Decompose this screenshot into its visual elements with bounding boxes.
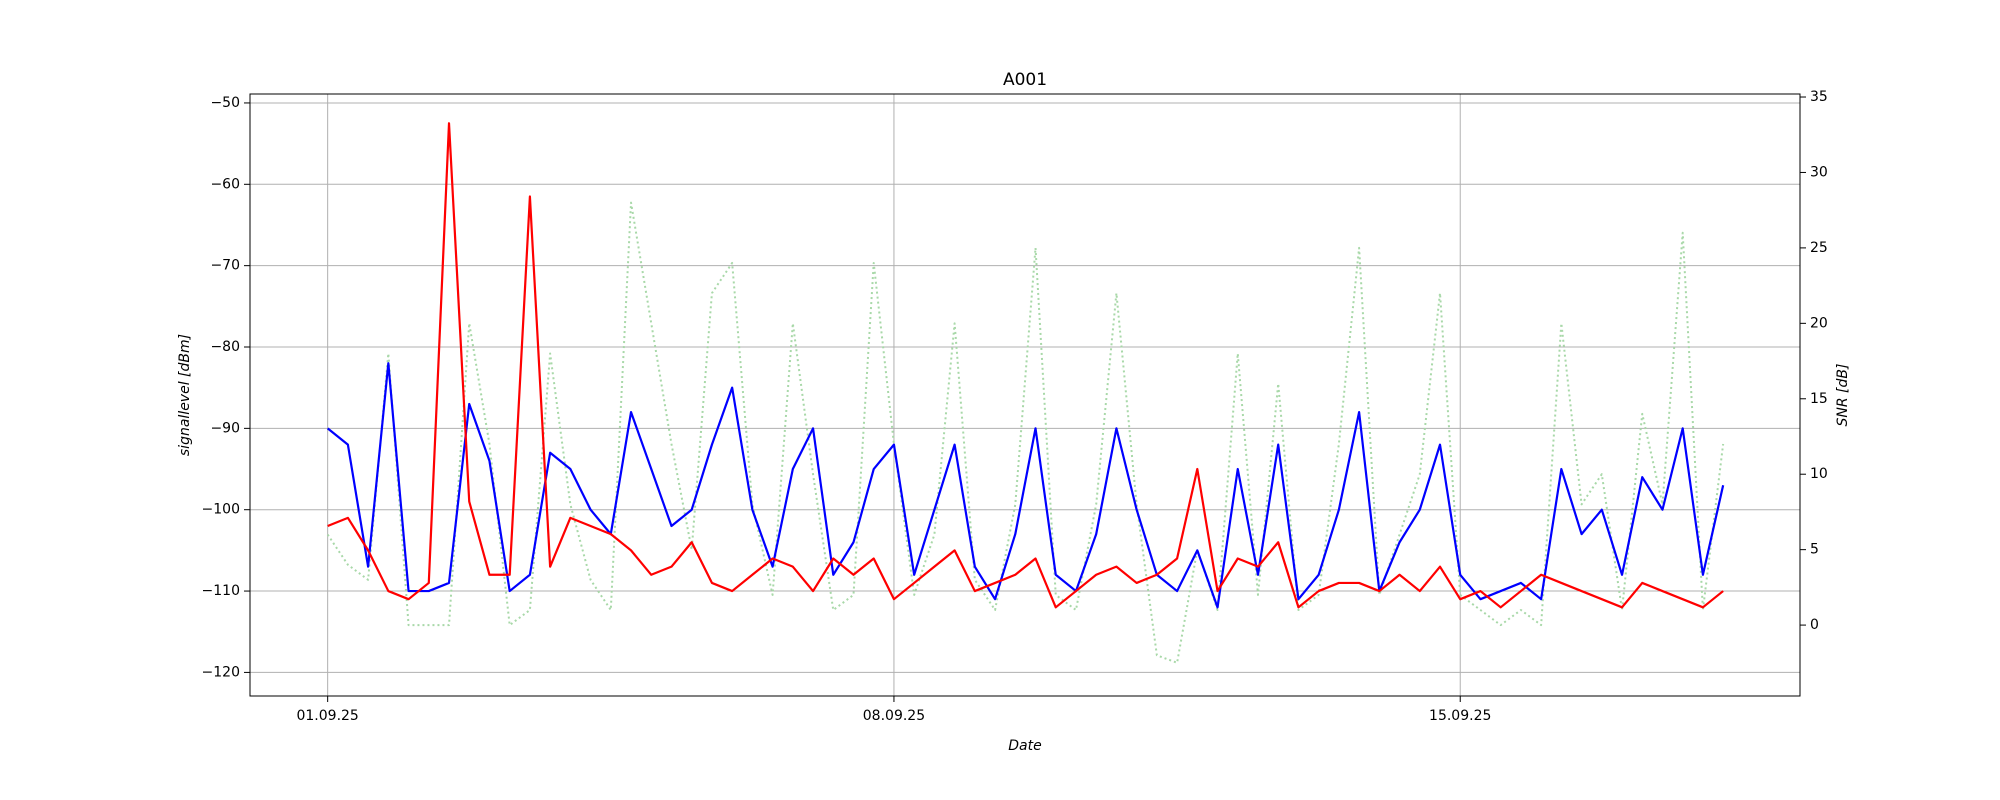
- y2-tick-label: 25: [1810, 240, 1828, 256]
- y2-tick-label: 0: [1810, 617, 1819, 633]
- y-tick-label: −110: [202, 583, 240, 599]
- x-tick-label: 15.09.25: [1429, 708, 1491, 724]
- y2-tick-label: 5: [1810, 542, 1819, 558]
- y-tick-label: −80: [210, 339, 240, 355]
- line-series: [326, 362, 1725, 609]
- y-tick-label: −50: [210, 95, 240, 111]
- chart-title: A001: [1003, 70, 1047, 90]
- y-tick-label: −100: [202, 502, 240, 518]
- y2-tick-label: 35: [1810, 89, 1828, 105]
- y2-tick-label: 30: [1810, 164, 1828, 180]
- x-tick-label: 08.09.25: [863, 708, 925, 724]
- x-tick-label: 01.09.25: [296, 708, 358, 724]
- y-tick-label: −120: [202, 664, 240, 680]
- y2-axis-label: SNR [dB]: [1835, 364, 1851, 427]
- y-tick-label: −70: [210, 258, 240, 274]
- plot-frame: [249, 93, 1801, 697]
- x-axis-label: Date: [1008, 738, 1041, 754]
- y-axis-label: signallevel [dBm]: [177, 334, 193, 456]
- y2-tick-label: 15: [1810, 391, 1828, 407]
- line-series: [327, 122, 1724, 609]
- y2-tick-label: 10: [1810, 466, 1828, 482]
- line-series: [326, 201, 1725, 664]
- y2-tick-label: 20: [1810, 315, 1828, 331]
- y-tick-label: −90: [210, 420, 240, 436]
- y-tick-label: −60: [210, 176, 240, 192]
